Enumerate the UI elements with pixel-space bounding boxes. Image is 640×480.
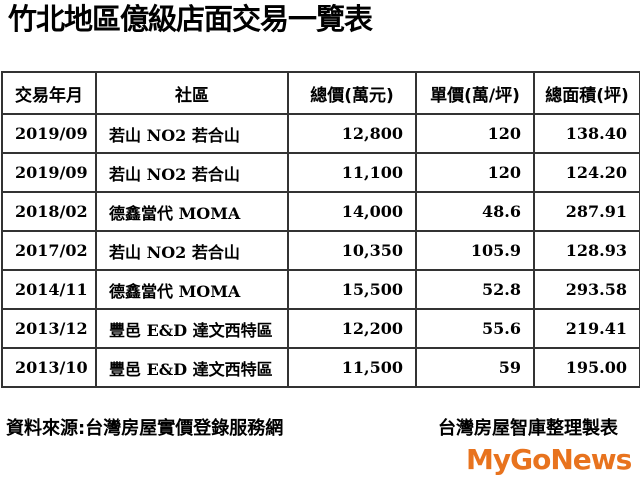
table-row: 2018/02 德鑫當代 MOMA 14,000 48.6 287.91 <box>1 191 640 232</box>
table-cell: 2013/10 <box>1 347 97 388</box>
table-cell: 2018/02 <box>1 191 97 232</box>
table-cell: 195.00 <box>533 347 640 388</box>
table-row: 2014/11 德鑫當代 MOMA 15,500 52.8 293.58 <box>1 269 640 310</box>
table-cell: 10,350 <box>287 230 417 271</box>
table-cell: 124.20 <box>533 152 640 193</box>
table-cell: 11,100 <box>287 152 417 193</box>
table-cell: 豐邑 E&D 達文西特區 <box>95 308 289 349</box>
table-cell: 若山 NO2 若合山 <box>95 230 289 271</box>
table-cell: 293.58 <box>533 269 640 310</box>
table-cell: 若山 NO2 若合山 <box>95 113 289 154</box>
table-cell: 2014/11 <box>1 269 97 310</box>
table-row: 2019/09 若山 NO2 若合山 12,800 120 138.40 <box>1 113 640 154</box>
table-cell: 德鑫當代 MOMA <box>95 269 289 310</box>
page-title: 竹北地區億級店面交易一覽表 <box>8 2 373 36</box>
maker-note: 台灣房屋智庫整理製表 <box>438 418 618 439</box>
table-cell: 2019/09 <box>1 113 97 154</box>
table-cell: 55.6 <box>415 308 535 349</box>
table-row: 2013/10 豐邑 E&D 達文西特區 11,500 59 195.00 <box>1 347 640 388</box>
table-cell: 2017/02 <box>1 230 97 271</box>
table-cell: 豐邑 E&D 達文西特區 <box>95 347 289 388</box>
table-cell: 128.93 <box>533 230 640 271</box>
table-row: 2017/02 若山 NO2 若合山 10,350 105.9 128.93 <box>1 230 640 271</box>
table-cell: 120 <box>415 152 535 193</box>
header-row: 交易年月 社區 總價(萬元) 單價(萬/坪) 總面積(坪) <box>1 71 640 115</box>
table-cell: 59 <box>415 347 535 388</box>
table-cell: 105.9 <box>415 230 535 271</box>
table-cell: 120 <box>415 113 535 154</box>
table-row: 2013/12 豐邑 E&D 達文西特區 12,200 55.6 219.41 <box>1 308 640 349</box>
table-cell: 15,500 <box>287 269 417 310</box>
table-cell: 若山 NO2 若合山 <box>95 152 289 193</box>
table-cell: 138.40 <box>533 113 640 154</box>
table-cell: 14,000 <box>287 191 417 232</box>
table-cell: 2013/12 <box>1 308 97 349</box>
column-header: 社區 <box>95 71 289 115</box>
table-cell: 11,500 <box>287 347 417 388</box>
table-cell: 48.6 <box>415 191 535 232</box>
table-cell: 2019/09 <box>1 152 97 193</box>
watermark-logo: MyGoNews <box>466 443 632 476</box>
table-cell: 287.91 <box>533 191 640 232</box>
table-cell: 12,200 <box>287 308 417 349</box>
source-note: 資料來源:台灣房屋實價登錄服務網 <box>6 418 284 439</box>
table-cell: 52.8 <box>415 269 535 310</box>
column-header: 單價(萬/坪) <box>415 71 535 115</box>
column-header: 交易年月 <box>1 71 97 115</box>
table-cell: 219.41 <box>533 308 640 349</box>
transactions-table: 交易年月 社區 總價(萬元) 單價(萬/坪) 總面積(坪) 2019/09 若山 NO2 … <box>1 71 640 388</box>
column-header: 總面積(坪) <box>533 71 640 115</box>
column-header: 總價(萬元) <box>287 71 417 115</box>
table-cell: 德鑫當代 MOMA <box>95 191 289 232</box>
table-cell: 12,800 <box>287 113 417 154</box>
table-row: 2019/09 若山 NO2 若合山 11,100 120 124.20 <box>1 152 640 193</box>
